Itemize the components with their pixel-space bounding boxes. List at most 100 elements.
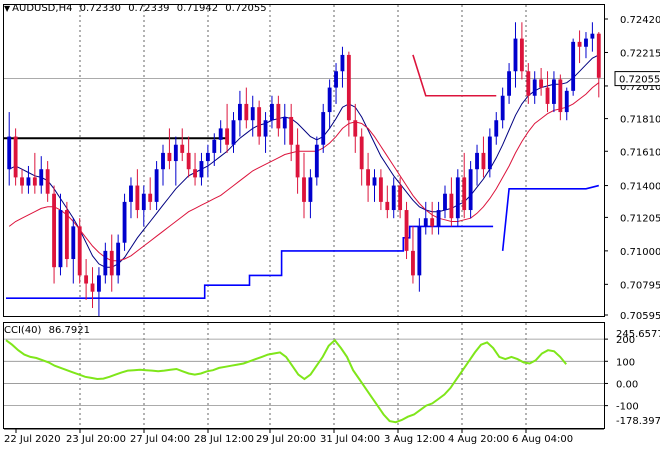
candle bbox=[276, 95, 281, 137]
candle bbox=[353, 103, 358, 153]
cci-tick-label: 0.00 bbox=[616, 379, 638, 390]
low-value: 0.71942 bbox=[176, 3, 219, 14]
candle bbox=[109, 234, 114, 292]
candles bbox=[7, 22, 601, 317]
time-tick-label: 4 Aug 20:00 bbox=[448, 434, 509, 445]
candle-body bbox=[552, 79, 556, 104]
candle-body bbox=[391, 185, 396, 211]
candle bbox=[295, 128, 300, 194]
candle bbox=[539, 67, 544, 96]
price-tick-label: 0.71610 bbox=[620, 147, 660, 158]
candle bbox=[205, 144, 210, 178]
candle bbox=[584, 32, 588, 59]
candle bbox=[39, 156, 44, 194]
candle-body bbox=[257, 107, 262, 137]
candle-body bbox=[289, 116, 294, 145]
price-tick-label: 0.70595 bbox=[620, 311, 660, 322]
time-axis: 22 Jul 2020 23 Jul 20:00 27 Jul 04:00 28 Ju… bbox=[4, 428, 604, 445]
cci-label: CCI(40) bbox=[4, 325, 42, 336]
candle-body bbox=[97, 275, 101, 292]
candle bbox=[552, 71, 556, 113]
time-tick-label: 29 Jul 20:00 bbox=[256, 434, 316, 445]
candle bbox=[180, 128, 185, 162]
candle-body bbox=[109, 250, 114, 276]
triangle-down-icon[interactable]: ▼ bbox=[4, 4, 11, 13]
candle bbox=[564, 87, 569, 121]
candle-body bbox=[148, 193, 153, 202]
candle bbox=[577, 30, 582, 64]
candle-body bbox=[103, 250, 108, 276]
price-tick-label: 0.70795 bbox=[620, 280, 660, 291]
candle bbox=[404, 201, 409, 260]
price-tick-label: 0.71400 bbox=[620, 182, 660, 193]
candle-body bbox=[346, 54, 351, 121]
cci-line bbox=[5, 338, 567, 424]
candle-body bbox=[411, 250, 415, 276]
candle-body bbox=[443, 193, 447, 211]
fast-moving-average-line bbox=[8, 54, 600, 268]
candle-body bbox=[366, 169, 371, 186]
candle-body bbox=[231, 120, 236, 145]
candle-body bbox=[7, 136, 12, 170]
candle-body bbox=[558, 79, 563, 113]
cci-plot-frame bbox=[3, 322, 605, 429]
time-tick-label: 31 Jul 04:00 bbox=[320, 434, 380, 445]
cci-value: 86.7921 bbox=[48, 325, 90, 336]
candle-body bbox=[161, 152, 165, 170]
support-step-line-right bbox=[501, 184, 599, 251]
candle bbox=[443, 185, 447, 219]
candle-body bbox=[378, 177, 383, 202]
candle bbox=[532, 71, 537, 104]
candle bbox=[64, 201, 69, 268]
candle-body bbox=[218, 128, 223, 140]
candle bbox=[526, 63, 531, 104]
candle bbox=[558, 74, 563, 121]
candle bbox=[327, 79, 332, 129]
candle bbox=[449, 177, 454, 227]
candle bbox=[481, 136, 486, 178]
candle-body bbox=[20, 177, 24, 186]
moving-averages bbox=[8, 54, 600, 268]
symbol-label: AUDUSD,H4 bbox=[12, 3, 73, 14]
candle bbox=[231, 112, 236, 153]
candle bbox=[13, 128, 18, 186]
candle-body bbox=[372, 177, 377, 186]
candle-body bbox=[186, 152, 191, 170]
candle bbox=[545, 71, 550, 113]
candle bbox=[270, 95, 274, 129]
time-tick-label: 28 Jul 12:00 bbox=[194, 434, 254, 445]
open-value: 0.72330 bbox=[79, 3, 121, 14]
candle bbox=[84, 259, 89, 300]
candle bbox=[378, 169, 383, 211]
candle bbox=[308, 169, 313, 219]
candle-body bbox=[513, 38, 518, 72]
candle bbox=[263, 112, 268, 153]
candle bbox=[20, 169, 24, 194]
candle bbox=[90, 267, 95, 309]
candle bbox=[314, 136, 319, 186]
price-axis: 0.72420 0.72215 0.72010 0.71810 0.71610 0.714… bbox=[604, 15, 660, 322]
candle-body bbox=[487, 136, 492, 170]
candle bbox=[590, 22, 595, 52]
candle bbox=[302, 152, 306, 219]
candle-body bbox=[430, 218, 435, 227]
candle bbox=[52, 185, 56, 284]
candle bbox=[173, 136, 178, 186]
candle-body bbox=[244, 103, 249, 121]
candle-body bbox=[359, 136, 364, 170]
candle-body bbox=[539, 79, 544, 88]
candle-body bbox=[205, 152, 210, 162]
cci-tick-label: -100 bbox=[616, 402, 639, 413]
cci-indicator bbox=[5, 338, 567, 424]
candle bbox=[398, 177, 403, 219]
time-tick-label: 6 Aug 04:00 bbox=[512, 434, 573, 445]
candle-body bbox=[282, 116, 287, 129]
candle bbox=[500, 87, 505, 129]
candle-body bbox=[545, 87, 550, 104]
candle-body bbox=[84, 275, 89, 284]
candle bbox=[462, 152, 467, 219]
candle-body bbox=[423, 218, 428, 227]
